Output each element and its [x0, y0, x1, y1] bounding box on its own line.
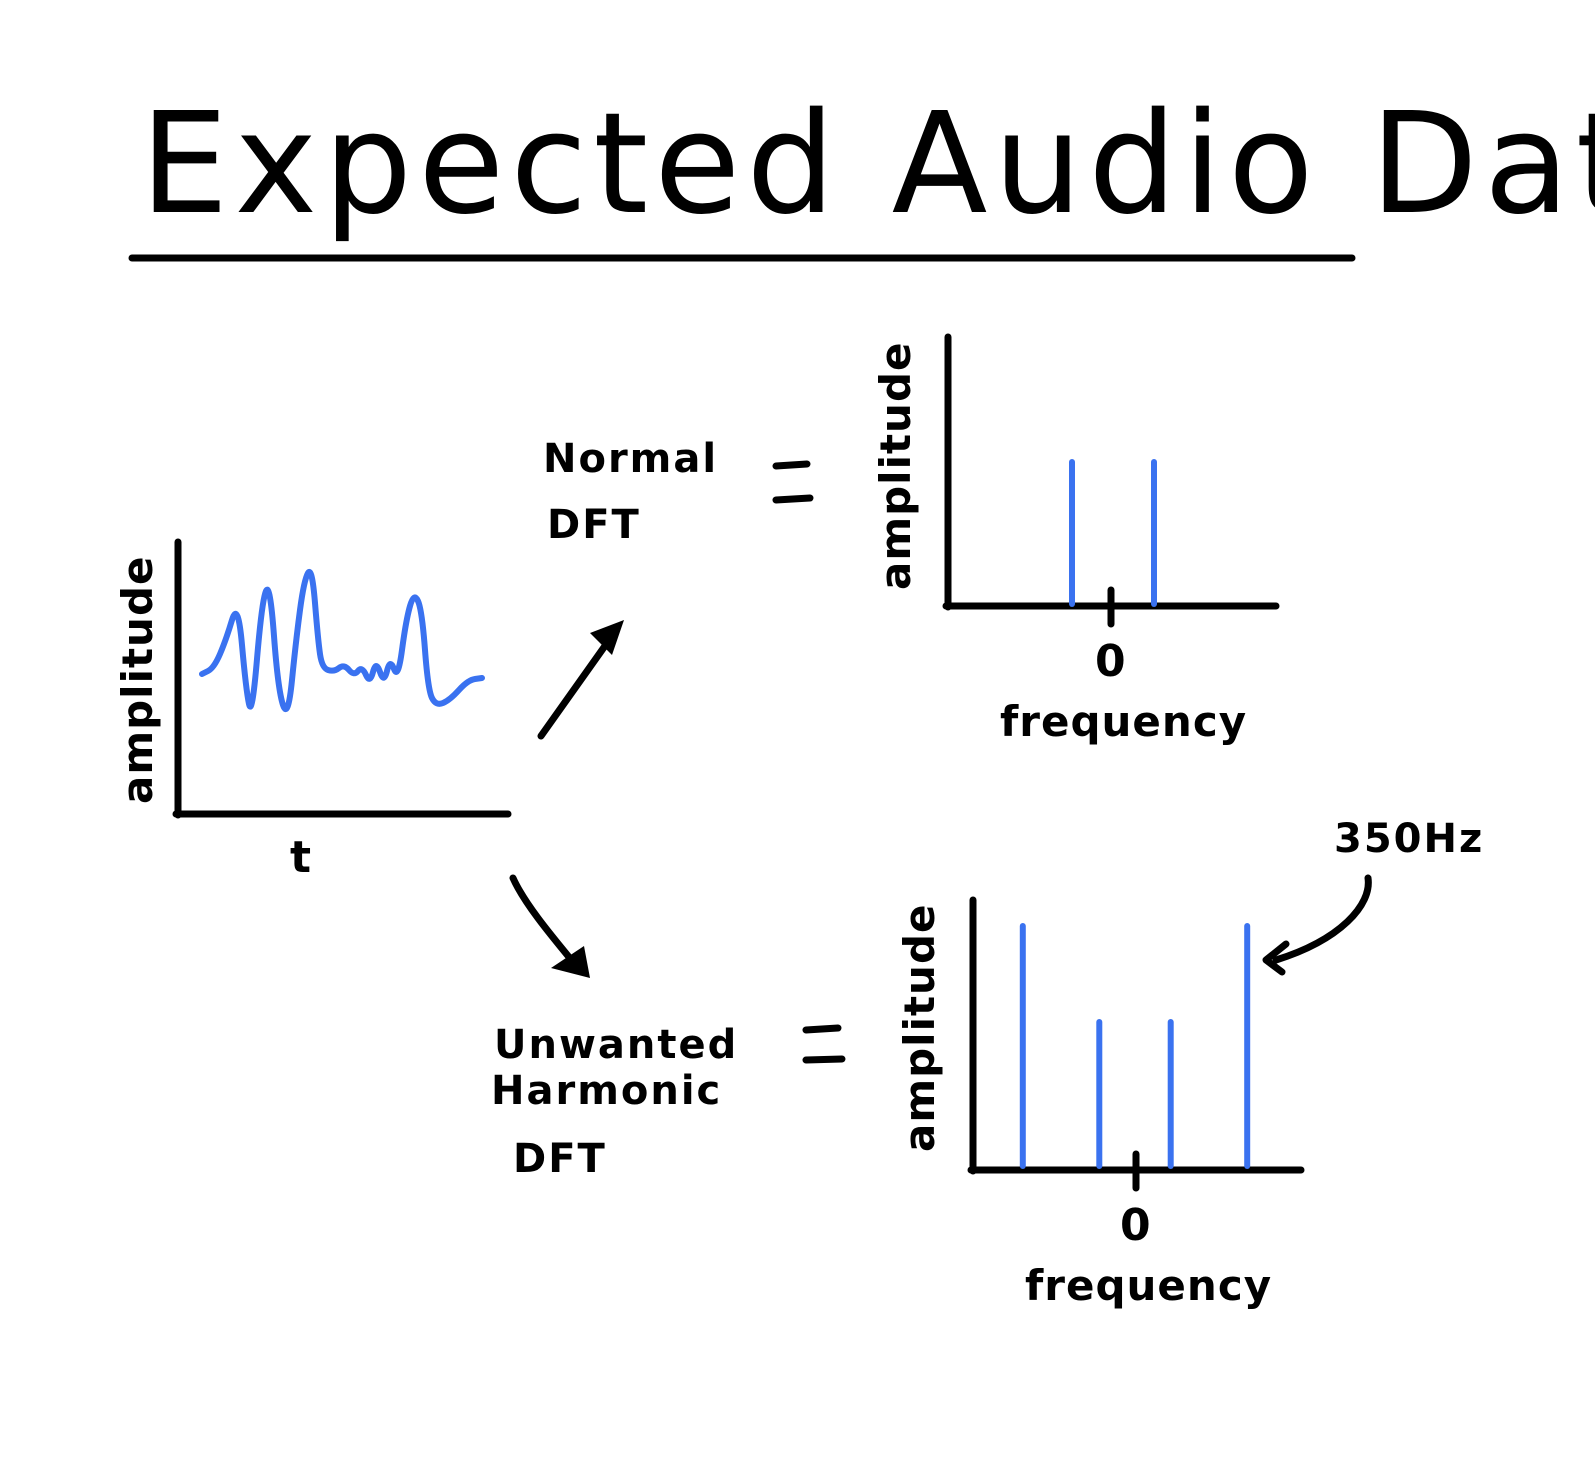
- normal-label-line1: Normal: [543, 436, 718, 482]
- harmonic-zero-tick-label: 0: [1120, 1200, 1151, 1251]
- harmonic-dft-label: Unwanted Harmonic DFT: [491, 1022, 738, 1182]
- harmonic-label-line2: Harmonic: [491, 1068, 722, 1114]
- time-plot: amplitude t: [113, 538, 512, 883]
- harmonic-label-line3: DFT: [513, 1136, 607, 1182]
- time-signal-curve: [199, 568, 485, 713]
- arrowhead-harmonic: [551, 946, 590, 978]
- annotation-arrow: [1272, 874, 1372, 964]
- arrow-to-harmonic: [509, 874, 590, 978]
- normal-xlabel: frequency: [1000, 697, 1247, 746]
- annotation-350hz-label: 350Hz: [1334, 816, 1484, 862]
- arrowhead-normal: [590, 620, 624, 655]
- normal-equals-sign: [772, 460, 814, 504]
- harmonic-annotation: 350Hz: [1262, 816, 1484, 976]
- normal-zero-tick-label: 0: [1095, 636, 1126, 687]
- normal-dft-label: Normal DFT: [543, 436, 718, 548]
- harmonic-ylabel: amplitude: [895, 904, 944, 1153]
- annotation-arrowhead: [1262, 940, 1290, 976]
- time-plot-xlabel: t: [290, 832, 311, 883]
- harmonic-xlabel: frequency: [1025, 1261, 1272, 1310]
- harmonic-label-line1: Unwanted: [494, 1022, 738, 1068]
- diagram-title: Expected Audio Data: [140, 83, 1595, 246]
- harmonic-spectrum-plot: 0 frequency amplitude: [895, 896, 1305, 1310]
- normal-label-line2: DFT: [547, 502, 641, 548]
- normal-ylabel: amplitude: [871, 342, 920, 591]
- harmonic-equals-sign: [802, 1024, 846, 1064]
- arrow-to-normal: [537, 620, 624, 740]
- normal-spectrum-bars: [1069, 459, 1157, 607]
- normal-spectrum-plot: 0 frequency amplitude: [871, 333, 1280, 746]
- time-plot-ylabel: amplitude: [113, 556, 162, 805]
- harmonic-spectrum-bars: [1019, 923, 1251, 1169]
